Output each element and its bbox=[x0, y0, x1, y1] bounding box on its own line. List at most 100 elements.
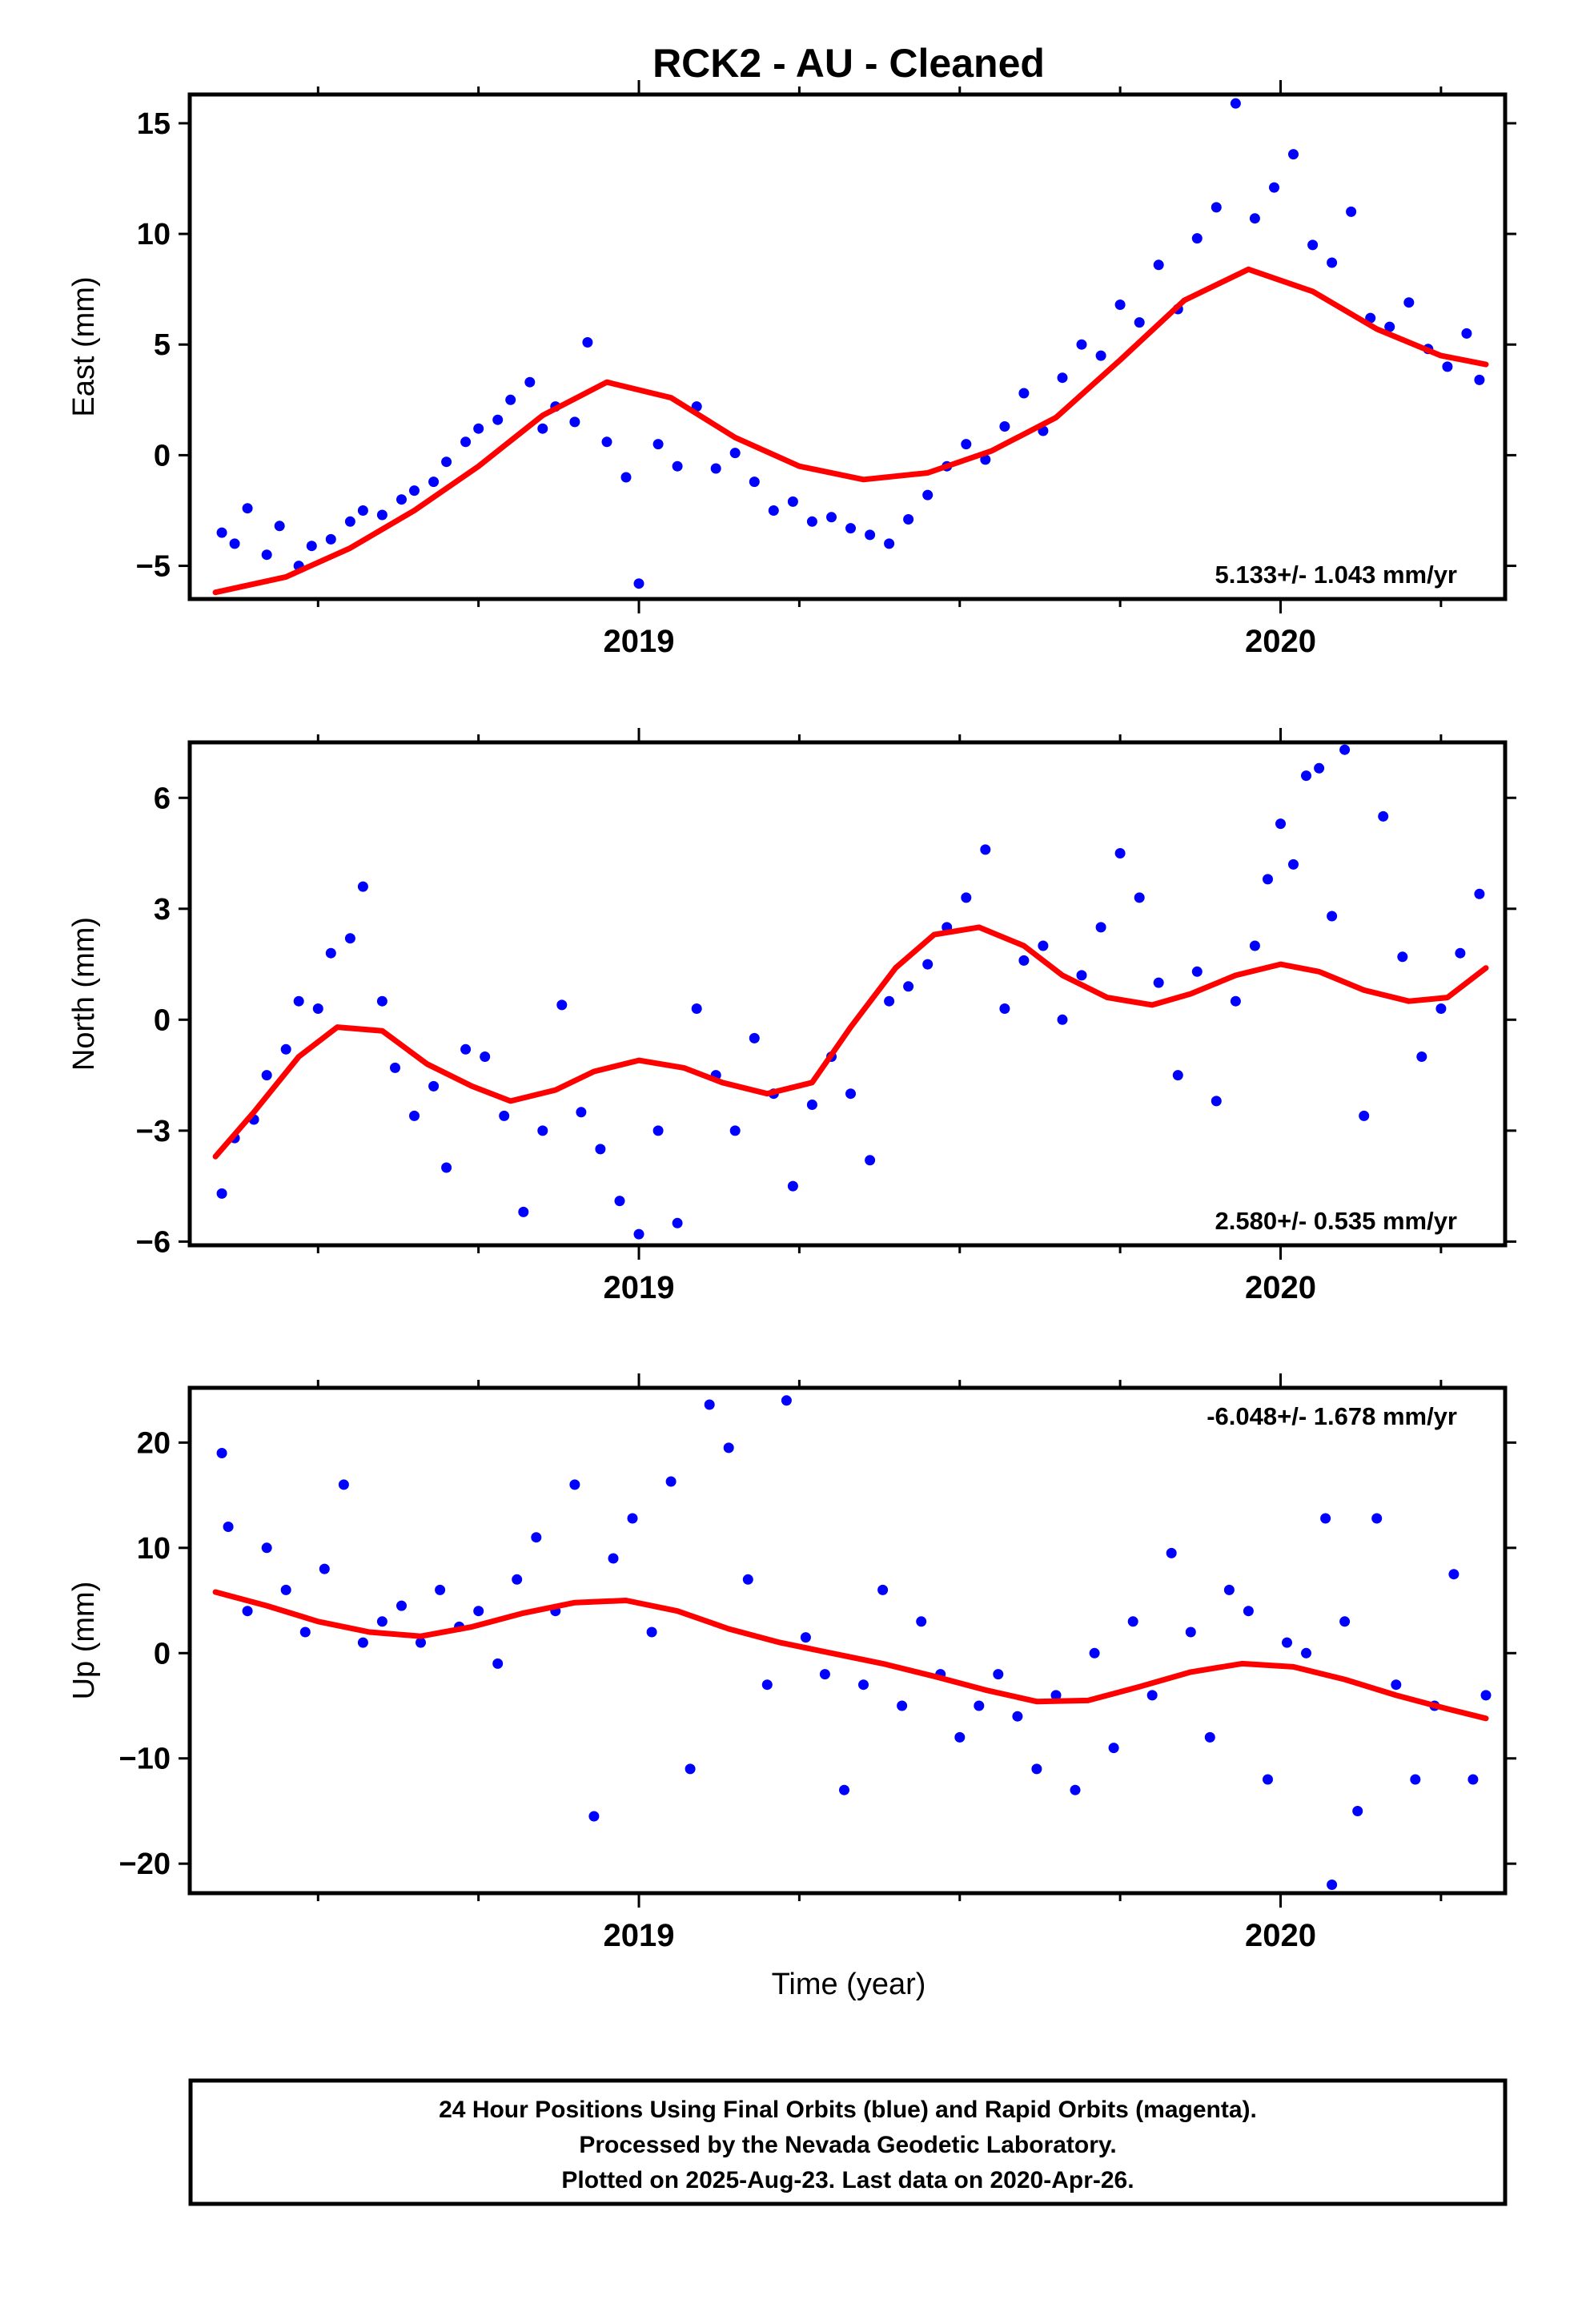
north-data-point bbox=[518, 1206, 529, 1217]
up-data-point bbox=[1391, 1679, 1402, 1691]
up-data-point bbox=[646, 1626, 657, 1638]
north-data-point bbox=[280, 1043, 291, 1055]
up-data-point bbox=[416, 1637, 426, 1648]
north-data-point bbox=[787, 1180, 798, 1192]
up-data-point bbox=[839, 1784, 849, 1795]
north-data-point bbox=[499, 1110, 510, 1121]
east-data-point bbox=[961, 439, 972, 450]
up-data-point bbox=[396, 1600, 407, 1611]
north-panel: −6 −3 0 3 6 2019 2020 North (mm) 2.580+/- 0.535 … bbox=[67, 728, 1516, 1305]
up-data-point bbox=[627, 1513, 638, 1524]
east-y-tick-label: 10 bbox=[137, 218, 171, 251]
up-data-point bbox=[877, 1584, 889, 1595]
north-data-point bbox=[980, 844, 991, 855]
east-data-point bbox=[1191, 233, 1203, 244]
up-data-point bbox=[492, 1658, 504, 1669]
up-data-point bbox=[1166, 1547, 1177, 1558]
footer-border bbox=[188, 2078, 1508, 2206]
up-data-point bbox=[1012, 1711, 1023, 1722]
north-data-point bbox=[1314, 762, 1325, 774]
north-data-point bbox=[344, 933, 355, 944]
east-data-point bbox=[1461, 328, 1472, 339]
east-data-point bbox=[1230, 98, 1241, 109]
up-data-point bbox=[819, 1669, 830, 1680]
up-data-point bbox=[1050, 1690, 1062, 1701]
x-axis-label: Time (year) bbox=[772, 1968, 926, 2001]
east-data-point bbox=[492, 414, 504, 425]
east-fit-line bbox=[212, 266, 1489, 596]
north-data-point bbox=[1018, 955, 1030, 966]
north-y-axis-label: North (mm) bbox=[67, 917, 101, 1071]
north-data-point bbox=[357, 881, 368, 892]
north-data-point bbox=[672, 1217, 683, 1228]
up-data-point bbox=[974, 1700, 985, 1711]
up-data-point bbox=[1468, 1774, 1479, 1785]
north-x-tick-label: 2019 bbox=[604, 1270, 675, 1305]
north-data-point bbox=[1359, 1110, 1370, 1121]
east-data-point bbox=[620, 472, 632, 483]
east-frame bbox=[187, 92, 1508, 601]
north-data-point bbox=[1114, 848, 1126, 858]
north-data-point bbox=[806, 1100, 817, 1110]
east-rate-label: 5.133+/- 1.043 mm/yr bbox=[1215, 561, 1457, 589]
north-data-point bbox=[1455, 947, 1466, 959]
east-data-point bbox=[344, 516, 355, 527]
up-data-point bbox=[1352, 1806, 1363, 1816]
up-rate-label: -6.048+/- 1.678 mm/yr bbox=[1207, 1402, 1457, 1430]
east-data-point bbox=[1474, 374, 1485, 385]
north-data-point bbox=[1172, 1070, 1183, 1081]
up-data-point bbox=[1371, 1513, 1383, 1524]
up-data-point bbox=[1327, 1880, 1338, 1890]
up-data-point bbox=[1146, 1690, 1158, 1701]
east-data-point bbox=[1114, 300, 1126, 310]
up-data-point bbox=[742, 1574, 753, 1585]
chart-title: RCK2 - AU - Cleaned bbox=[652, 41, 1045, 86]
up-data-point bbox=[858, 1679, 869, 1691]
east-data-point bbox=[229, 538, 240, 549]
north-data-point bbox=[460, 1043, 472, 1055]
north-data-point bbox=[595, 1144, 606, 1155]
up-data-point bbox=[1070, 1784, 1081, 1795]
up-y-tick-label: 20 bbox=[137, 1426, 171, 1460]
north-rate-label: 2.580+/- 0.535 mm/yr bbox=[1215, 1207, 1457, 1235]
east-data-point bbox=[242, 503, 253, 514]
north-data-point bbox=[845, 1088, 856, 1100]
north-data-point bbox=[293, 995, 304, 1007]
east-data-point bbox=[216, 527, 227, 538]
east-data-point bbox=[865, 529, 876, 541]
up-data-point bbox=[512, 1574, 523, 1585]
up-y-tick-label: −10 bbox=[119, 1743, 171, 1776]
north-y-tick-label: 3 bbox=[154, 893, 171, 927]
up-data-point bbox=[473, 1606, 484, 1617]
east-data-point bbox=[601, 436, 612, 448]
north-y-tick-label: −3 bbox=[136, 1115, 171, 1148]
north-data-point bbox=[691, 1003, 702, 1014]
east-data-point bbox=[261, 549, 272, 561]
north-y-tick-label: −6 bbox=[136, 1225, 171, 1259]
up-data-point bbox=[1320, 1513, 1331, 1524]
up-data-point bbox=[1204, 1731, 1215, 1743]
up-data-point bbox=[1263, 1774, 1273, 1785]
east-data-point bbox=[1249, 213, 1260, 224]
north-data-point bbox=[652, 1125, 664, 1136]
east-data-point bbox=[505, 394, 516, 405]
east-data-point bbox=[357, 505, 368, 516]
east-data-point bbox=[582, 337, 593, 348]
east-data-point bbox=[1134, 317, 1145, 328]
east-data-point bbox=[569, 416, 580, 428]
east-data-point bbox=[1307, 239, 1319, 251]
up-data-point bbox=[376, 1616, 387, 1627]
north-data-point bbox=[1153, 977, 1164, 988]
north-y-tick-label: 6 bbox=[154, 782, 171, 815]
east-data-point bbox=[922, 489, 934, 501]
footer-line-1: 24 Hour Positions Using Final Orbits (bl… bbox=[439, 2097, 1257, 2123]
east-data-point bbox=[1442, 361, 1453, 372]
east-data-point bbox=[396, 494, 407, 505]
north-data-point bbox=[922, 959, 934, 970]
up-data-point bbox=[704, 1399, 715, 1410]
east-y-tick-label: 15 bbox=[137, 107, 171, 141]
east-data-point bbox=[409, 485, 420, 497]
up-data-point bbox=[1410, 1774, 1421, 1785]
north-data-point bbox=[409, 1110, 420, 1121]
up-data-point bbox=[531, 1532, 542, 1543]
